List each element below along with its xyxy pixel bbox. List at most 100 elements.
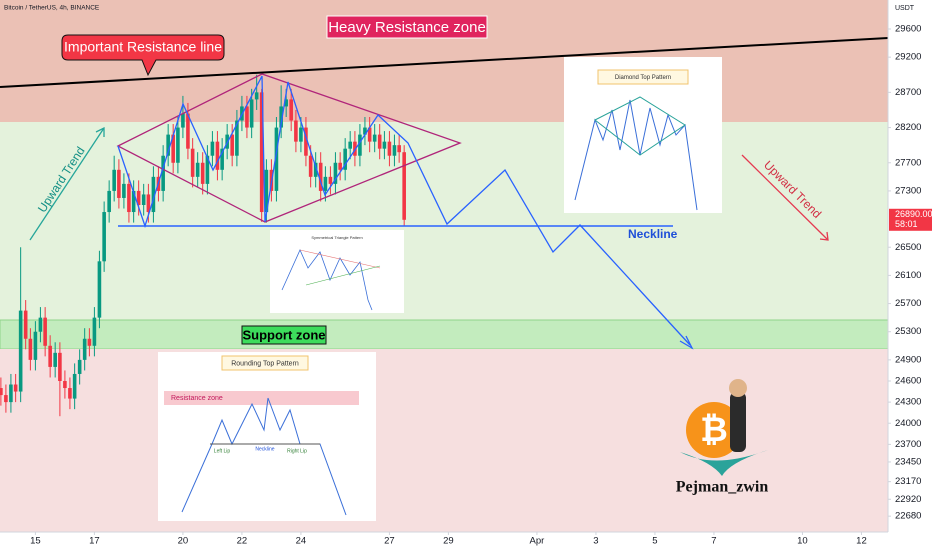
- candle-body: [181, 113, 185, 128]
- inset-title-box: [597, 69, 689, 85]
- x-tick-label: 7: [711, 536, 716, 547]
- y-tick-label: 24900: [895, 354, 921, 365]
- y-tick-label: 25700: [895, 298, 921, 309]
- candle-body: [166, 134, 170, 156]
- price-label: 26890.00: [895, 209, 932, 219]
- candle-body: [230, 134, 234, 156]
- candle-body: [215, 141, 220, 170]
- y-axis-area: [888, 0, 932, 550]
- candle-body: [33, 331, 38, 360]
- inset-zone: [164, 391, 359, 405]
- candle-body: [0, 388, 3, 396]
- x-tick-label: 17: [89, 536, 100, 547]
- candle-body: [387, 141, 392, 156]
- candle-body: [117, 169, 121, 198]
- candle-body: [313, 162, 318, 177]
- candle-body: [48, 345, 52, 367]
- candle-body: [358, 134, 362, 156]
- candle-body: [392, 145, 397, 156]
- candle-body: [333, 162, 338, 184]
- candle-body: [122, 183, 126, 198]
- candle-body: [146, 194, 151, 213]
- candle-body: [63, 380, 67, 389]
- candle-body: [38, 317, 43, 332]
- x-tick-label: 5: [652, 536, 657, 547]
- candle-body: [23, 310, 28, 339]
- candle-body: [186, 113, 190, 149]
- y-tick-label: 23170: [895, 476, 921, 487]
- candle-body: [82, 338, 87, 360]
- logo-figure: [729, 379, 747, 397]
- candle-body: [92, 317, 97, 346]
- logo-name: Pejman_zwin: [676, 479, 769, 496]
- trend-arrow: [29, 127, 105, 241]
- candle-body: [161, 155, 165, 191]
- candle-body: [205, 155, 210, 184]
- candle-body: [382, 141, 387, 149]
- x-axis-area: [0, 532, 932, 550]
- inset-drawing: [299, 249, 381, 269]
- candle-body: [264, 169, 269, 213]
- triangle-inset: [270, 230, 404, 313]
- x-tick-label: Apr: [530, 536, 545, 547]
- candle-body: [284, 99, 288, 107]
- y-tick-label: 29200: [895, 52, 921, 63]
- candle-body: [323, 176, 328, 191]
- candle-body: [367, 127, 372, 142]
- candle-body: [338, 162, 342, 170]
- inset-label: Resistance zone: [171, 395, 223, 402]
- candle-body: [195, 162, 200, 177]
- candle-body: [18, 310, 23, 392]
- candle-body: [279, 106, 283, 128]
- y-tick-label: 26100: [895, 270, 921, 281]
- y-tick-label: 23450: [895, 456, 921, 467]
- countdown-label: 58:01: [895, 219, 918, 229]
- candle-body: [97, 261, 102, 318]
- candles: [0, 74, 406, 417]
- label-box: [326, 15, 488, 39]
- x-tick-label: 24: [296, 536, 307, 547]
- resistance-line: [0, 37, 889, 88]
- candle-body: [353, 141, 357, 156]
- label-box: [241, 325, 327, 345]
- candle-body: [220, 148, 224, 170]
- candle-body: [141, 194, 146, 205]
- candle-body: [9, 384, 13, 403]
- x-tick-label: 22: [237, 536, 248, 547]
- price-label-box: [889, 208, 932, 231]
- rounding-inset: [158, 352, 376, 521]
- y-tick-label: 28200: [895, 122, 921, 133]
- inset-drawing: [305, 265, 381, 286]
- y-tick-label: 25300: [895, 326, 921, 337]
- candle-body: [107, 190, 111, 213]
- chart-title: Bitcoin / TetherUS, 4h, BINANCE: [4, 5, 100, 12]
- diamond: [116, 73, 462, 223]
- support-band: [0, 319, 889, 350]
- candle-body: [259, 92, 264, 213]
- label-box: [61, 34, 225, 77]
- logo-figure: [730, 392, 746, 452]
- inset-label: Neckline: [255, 446, 274, 452]
- inset-label: Left Lip: [214, 448, 231, 454]
- candle-body: [274, 127, 279, 191]
- inset-title: Symmetrical Triangle Pattern: [311, 235, 362, 240]
- candle-body: [53, 352, 57, 367]
- candle-body: [28, 338, 33, 360]
- projection-path: [117, 75, 691, 346]
- candle-body: [299, 127, 303, 142]
- candle-body: [200, 162, 205, 184]
- candle-body: [348, 141, 352, 149]
- candle-body: [402, 152, 406, 220]
- inset-label: Right Lip: [287, 448, 307, 454]
- y-unit: USDT: [895, 5, 915, 12]
- candle-body: [235, 120, 239, 156]
- candle-body: [77, 359, 82, 374]
- candle-body: [72, 373, 77, 399]
- candle-body: [43, 317, 47, 346]
- candle-body: [289, 99, 293, 121]
- candle-body: [328, 176, 333, 184]
- inset-title-box: [221, 355, 309, 371]
- inset-drawing: [281, 249, 373, 311]
- arrow-head: [95, 126, 105, 137]
- candle-body: [397, 145, 401, 153]
